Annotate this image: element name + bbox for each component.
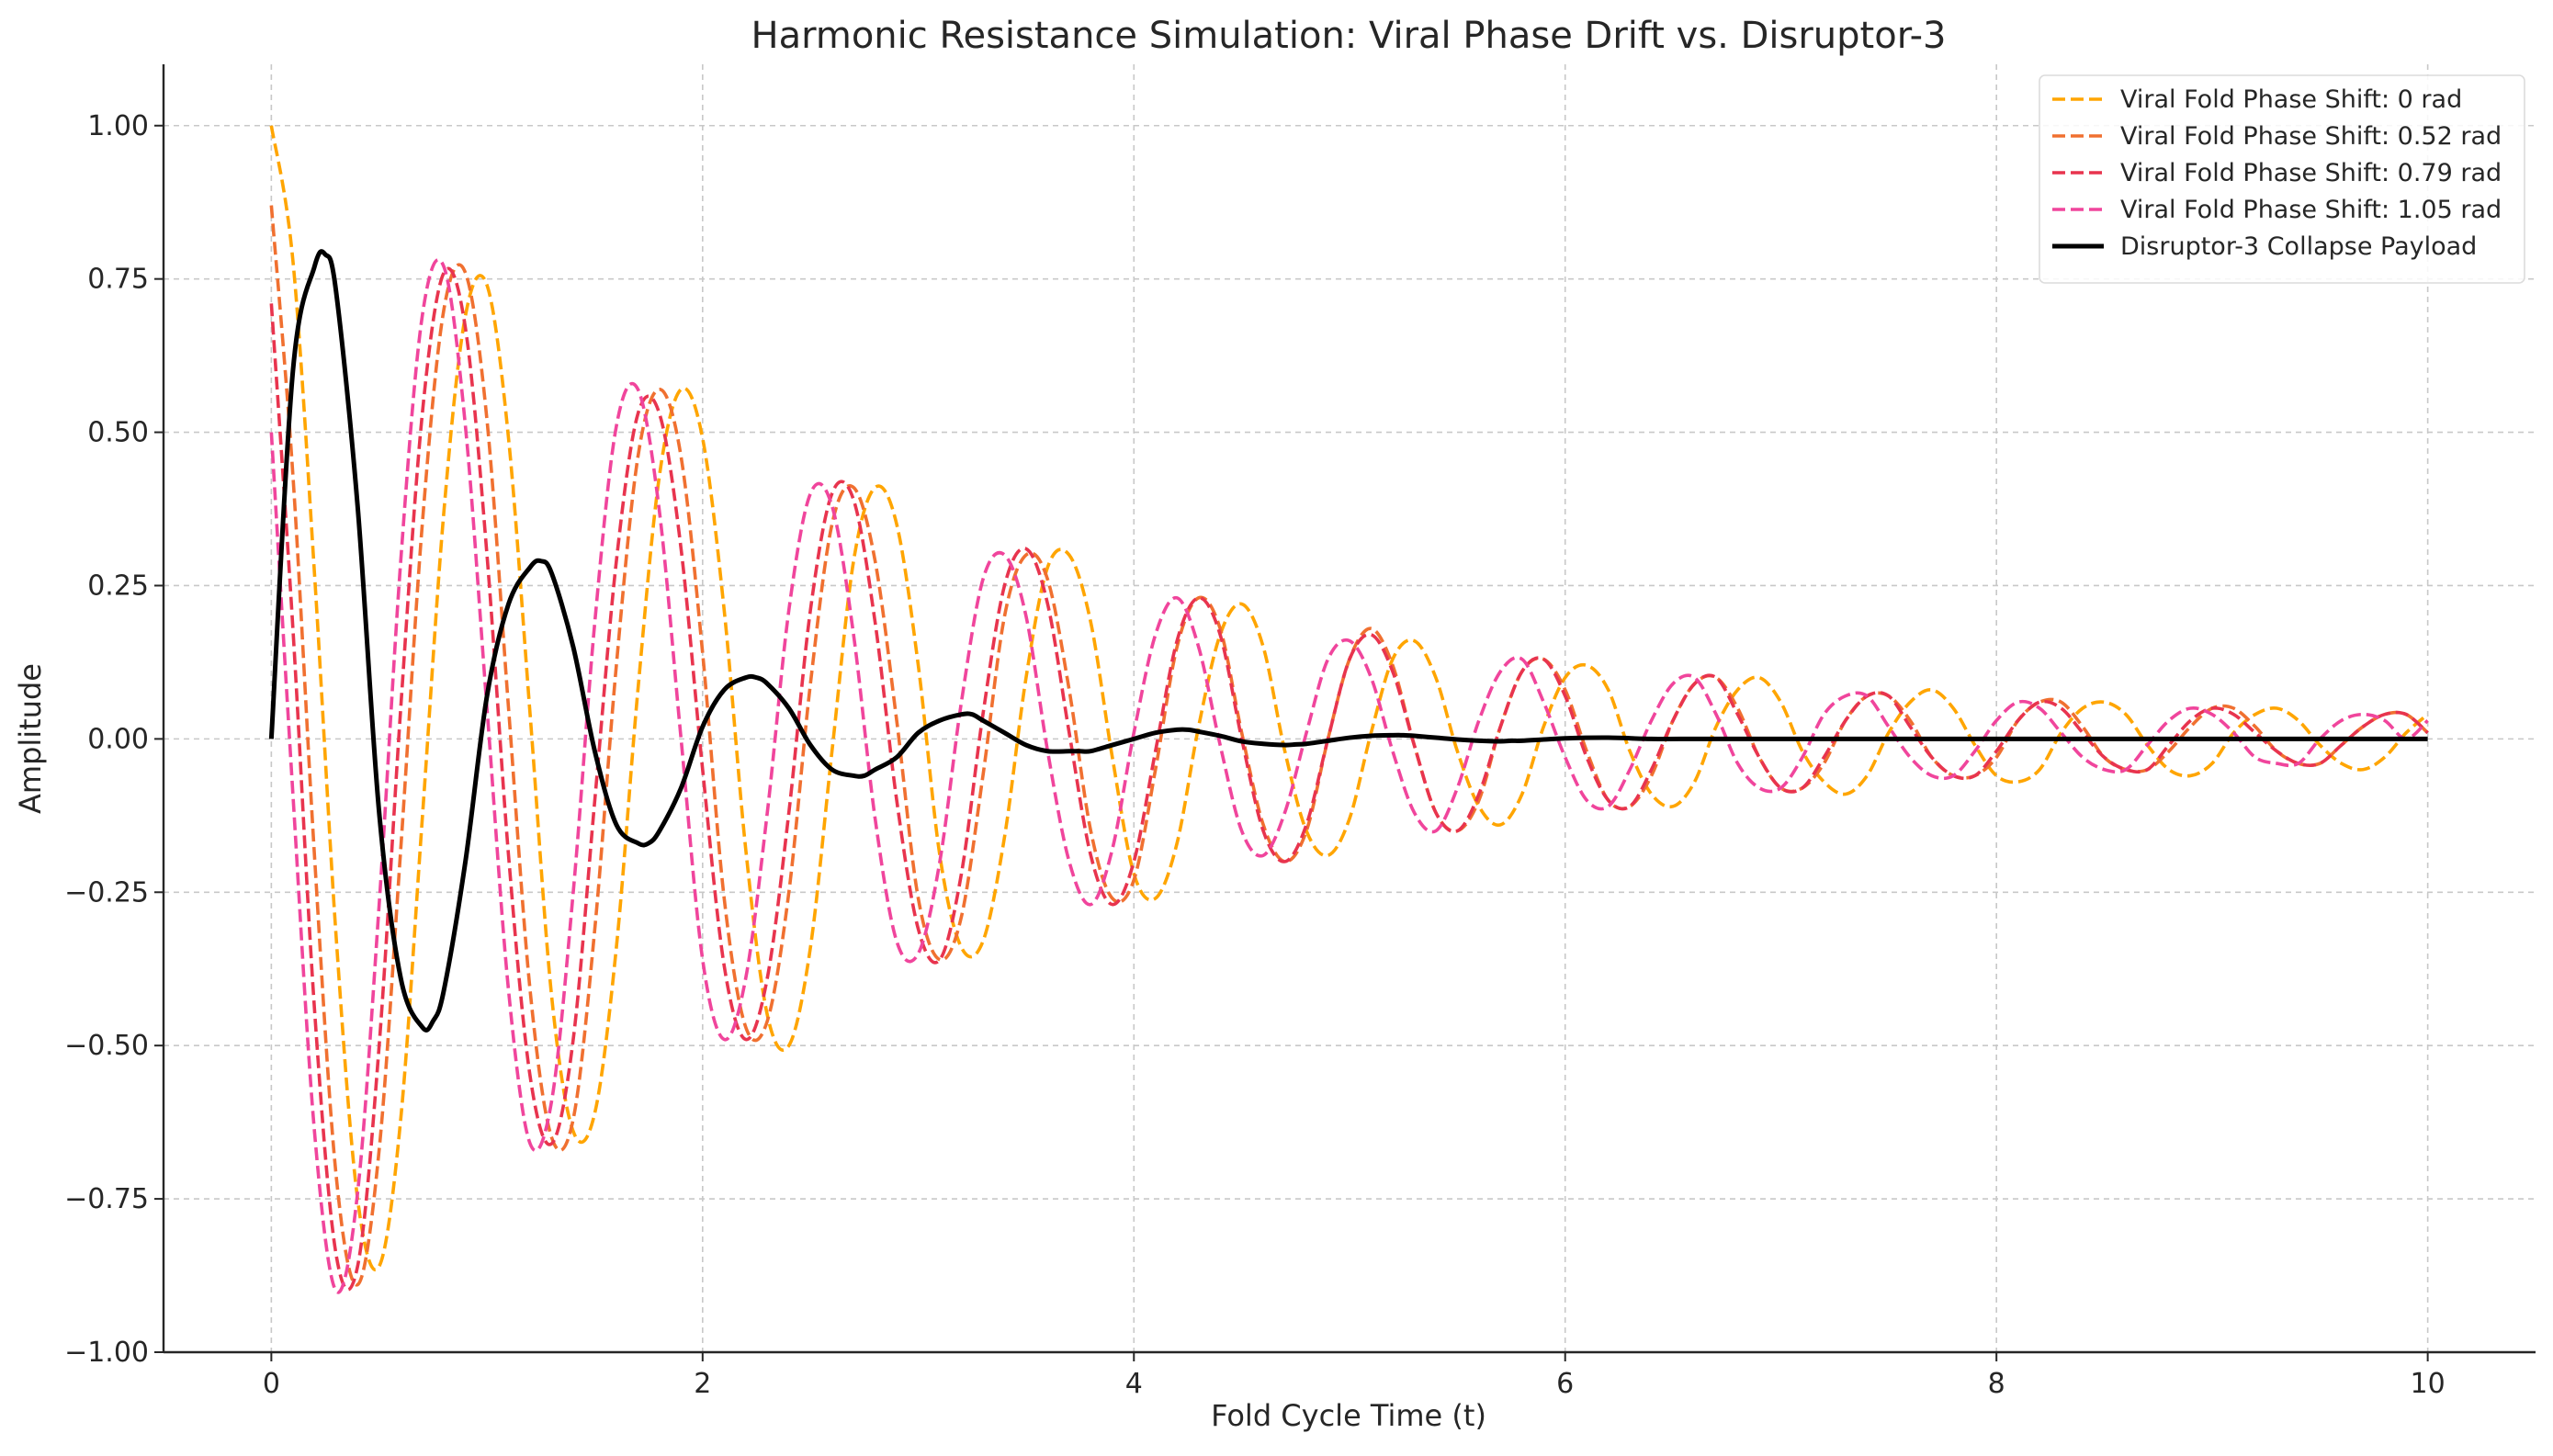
x-tick-label: 0 xyxy=(263,1368,280,1400)
series-line-5 xyxy=(268,249,2428,1033)
legend-entry: Viral Fold Phase Shift: 0.52 rad xyxy=(2120,122,2502,151)
tick-labels: 0 2 4 6 8 10 −1.00 −0.75 −0.50 −0.25 0.00 0.25 0.50 0… xyxy=(64,110,2446,1400)
legend-entry: Disruptor-3 Collapse Payload xyxy=(2120,232,2477,261)
chart-title: Harmonic Resistance Simulation: Viral Ph… xyxy=(751,15,1947,57)
plot-series xyxy=(268,125,2429,1294)
y-tick-label: 0.75 xyxy=(87,264,149,296)
y-tick-label: 0.50 xyxy=(87,417,149,449)
y-tick-label: 0.00 xyxy=(87,723,149,755)
series-line-4 xyxy=(269,258,2429,1294)
y-tick-label: −0.75 xyxy=(64,1183,149,1215)
series-line-1 xyxy=(269,125,2429,1272)
legend-box xyxy=(2039,74,2525,284)
x-tick-label: 6 xyxy=(1556,1368,1574,1400)
x-tick-label: 2 xyxy=(694,1368,711,1400)
y-tick-label: −0.50 xyxy=(64,1030,149,1062)
y-tick-label: −0.25 xyxy=(64,876,149,909)
series-line-2 xyxy=(269,205,2429,1287)
x-tick-label: 10 xyxy=(2411,1368,2446,1400)
legend-entry: Viral Fold Phase Shift: 1.05 rad xyxy=(2120,196,2502,224)
y-tick-label: 1.00 xyxy=(87,110,149,142)
x-tick-label: 4 xyxy=(1125,1368,1143,1400)
y-tick-label: −1.00 xyxy=(64,1337,149,1369)
series-line-3 xyxy=(269,266,2429,1292)
x-axis-label: Fold Cycle Time (t) xyxy=(1211,1398,1486,1433)
legend-entry: Viral Fold Phase Shift: 0 rad xyxy=(2120,85,2462,114)
y-axis-label: Amplitude xyxy=(13,663,48,814)
x-tick-label: 8 xyxy=(1988,1368,2005,1400)
y-tick-label: 0.25 xyxy=(87,570,149,602)
legend: Viral Fold Phase Shift: 0 rad Viral Fold … xyxy=(2039,74,2525,284)
legend-entry: Viral Fold Phase Shift: 0.79 rad xyxy=(2120,159,2502,187)
